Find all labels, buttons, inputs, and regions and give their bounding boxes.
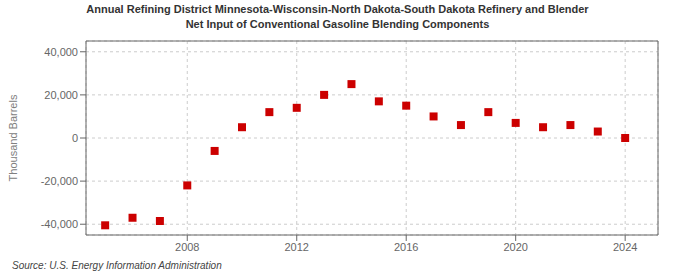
html-text:Annual Refining District Minne: Annual Refining District Minnesota-Wisco… <box>86 3 589 15</box>
html-text:Source: U.S. Energy Informatio: Source: U.S. Energy Information Administ… <box>12 260 222 271</box>
svg-text:40,000: 40,000 <box>44 46 78 58</box>
svg-text:0: 0 <box>72 132 78 144</box>
svg-text:2024: 2024 <box>613 241 637 253</box>
svg-text:2016: 2016 <box>394 241 418 253</box>
html-text:Net Input of Conventional Gaso: Net Input of Conventional Gasoline Blend… <box>185 18 490 30</box>
svg-text:2020: 2020 <box>503 241 527 253</box>
svg-text:2012: 2012 <box>284 241 308 253</box>
svg-text:-20,000: -20,000 <box>41 175 78 187</box>
svg-text:2008: 2008 <box>175 241 199 253</box>
svg-text:Thousand Barrels: Thousand Barrels <box>8 94 19 181</box>
svg-text:-40,000: -40,000 <box>41 218 78 230</box>
svg-text:20,000: 20,000 <box>44 89 78 101</box>
